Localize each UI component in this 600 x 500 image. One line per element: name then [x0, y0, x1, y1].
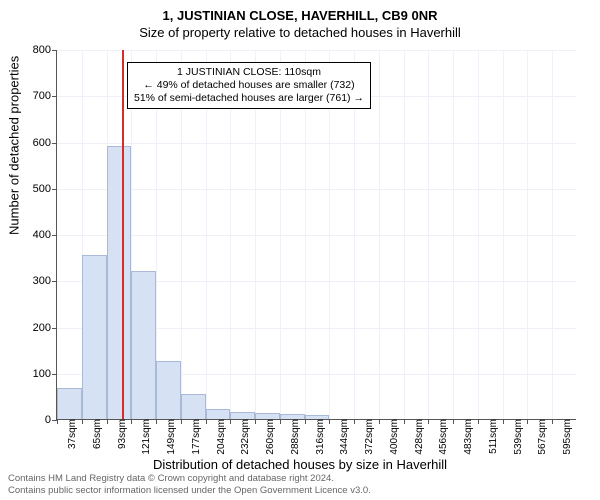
- xtick-mark: [82, 419, 83, 424]
- gridline-h: [57, 189, 576, 190]
- xtick-mark: [329, 419, 330, 424]
- annotation-box: 1 JUSTINIAN CLOSE: 110sqm ← 49% of detac…: [127, 62, 371, 109]
- xtick-label: 65sqm: [86, 419, 103, 449]
- reference-line: [122, 50, 124, 419]
- x-axis-label: Distribution of detached houses by size …: [0, 457, 600, 472]
- xtick-mark: [503, 419, 504, 424]
- footer-attribution: Contains HM Land Registry data © Crown c…: [8, 473, 371, 496]
- plot-area: 010020030040050060070080037sqm65sqm93sqm…: [56, 50, 576, 420]
- xtick-mark: [206, 419, 207, 424]
- gridline-v: [552, 50, 553, 419]
- chart-subtitle: Size of property relative to detached ho…: [0, 23, 600, 40]
- xtick-label: 400sqm: [383, 419, 400, 455]
- gridline-v: [428, 50, 429, 419]
- histogram-bar: [107, 146, 132, 419]
- footer-line1: Contains HM Land Registry data © Crown c…: [8, 473, 371, 484]
- xtick-label: 511sqm: [482, 419, 499, 454]
- xtick-mark: [379, 419, 380, 424]
- xtick-label: 372sqm: [358, 419, 375, 455]
- histogram-bar: [82, 255, 107, 419]
- xtick-label: 567sqm: [531, 419, 548, 455]
- xtick-mark: [478, 419, 479, 424]
- xtick-mark: [230, 419, 231, 424]
- xtick-label: 260sqm: [259, 419, 276, 455]
- xtick-mark: [280, 419, 281, 424]
- ytick-label: 700: [33, 90, 57, 102]
- xtick-label: 177sqm: [185, 419, 202, 455]
- gridline-v: [527, 50, 528, 419]
- annotation-line2: ← 49% of detached houses are smaller (73…: [134, 79, 364, 92]
- gridline-h: [57, 50, 576, 51]
- histogram-bar: [181, 394, 206, 419]
- ytick-label: 200: [33, 322, 57, 334]
- ytick-label: 100: [33, 368, 57, 380]
- xtick-mark: [527, 419, 528, 424]
- xtick-label: 121sqm: [135, 419, 152, 455]
- gridline-v: [453, 50, 454, 419]
- y-axis-label: Number of detached properties: [7, 56, 22, 235]
- xtick-mark: [428, 419, 429, 424]
- xtick-label: 37sqm: [61, 419, 78, 449]
- ytick-label: 500: [33, 183, 57, 195]
- xtick-mark: [552, 419, 553, 424]
- chart-container: 1, JUSTINIAN CLOSE, HAVERHILL, CB9 0NR S…: [0, 0, 600, 500]
- xtick-mark: [404, 419, 405, 424]
- histogram-bar: [206, 409, 231, 419]
- annotation-line1: 1 JUSTINIAN CLOSE: 110sqm: [134, 66, 364, 79]
- ytick-label: 600: [33, 137, 57, 149]
- chart-title: 1, JUSTINIAN CLOSE, HAVERHILL, CB9 0NR: [0, 0, 600, 23]
- xtick-label: 204sqm: [210, 419, 227, 455]
- xtick-mark: [354, 419, 355, 424]
- xtick-mark: [305, 419, 306, 424]
- annotation-line3: 51% of semi-detached houses are larger (…: [134, 92, 364, 105]
- gridline-v: [379, 50, 380, 419]
- gridline-h: [57, 143, 576, 144]
- xtick-mark: [255, 419, 256, 424]
- histogram-bar: [57, 388, 82, 419]
- xtick-label: 595sqm: [556, 419, 573, 455]
- gridline-h: [57, 235, 576, 236]
- xtick-mark: [107, 419, 108, 424]
- ytick-label: 400: [33, 229, 57, 241]
- histogram-bar: [156, 361, 181, 419]
- xtick-label: 456sqm: [432, 419, 449, 455]
- xtick-mark: [57, 419, 58, 424]
- histogram-bar: [230, 412, 255, 419]
- xtick-mark: [131, 419, 132, 424]
- xtick-mark: [156, 419, 157, 424]
- xtick-label: 288sqm: [284, 419, 301, 455]
- xtick-mark: [453, 419, 454, 424]
- xtick-label: 149sqm: [160, 419, 177, 455]
- xtick-label: 316sqm: [309, 419, 326, 455]
- xtick-label: 93sqm: [111, 419, 128, 449]
- gridline-v: [478, 50, 479, 419]
- footer-line2: Contains public sector information licen…: [8, 485, 371, 496]
- ytick-label: 300: [33, 275, 57, 287]
- ytick-label: 0: [45, 414, 57, 426]
- xtick-label: 232sqm: [234, 419, 251, 455]
- xtick-label: 344sqm: [333, 419, 350, 455]
- xtick-label: 539sqm: [507, 419, 524, 455]
- histogram-bar: [131, 271, 156, 419]
- ytick-label: 800: [33, 44, 57, 56]
- gridline-v: [503, 50, 504, 419]
- xtick-mark: [181, 419, 182, 424]
- xtick-label: 428sqm: [408, 419, 425, 455]
- gridline-v: [404, 50, 405, 419]
- xtick-label: 483sqm: [457, 419, 474, 455]
